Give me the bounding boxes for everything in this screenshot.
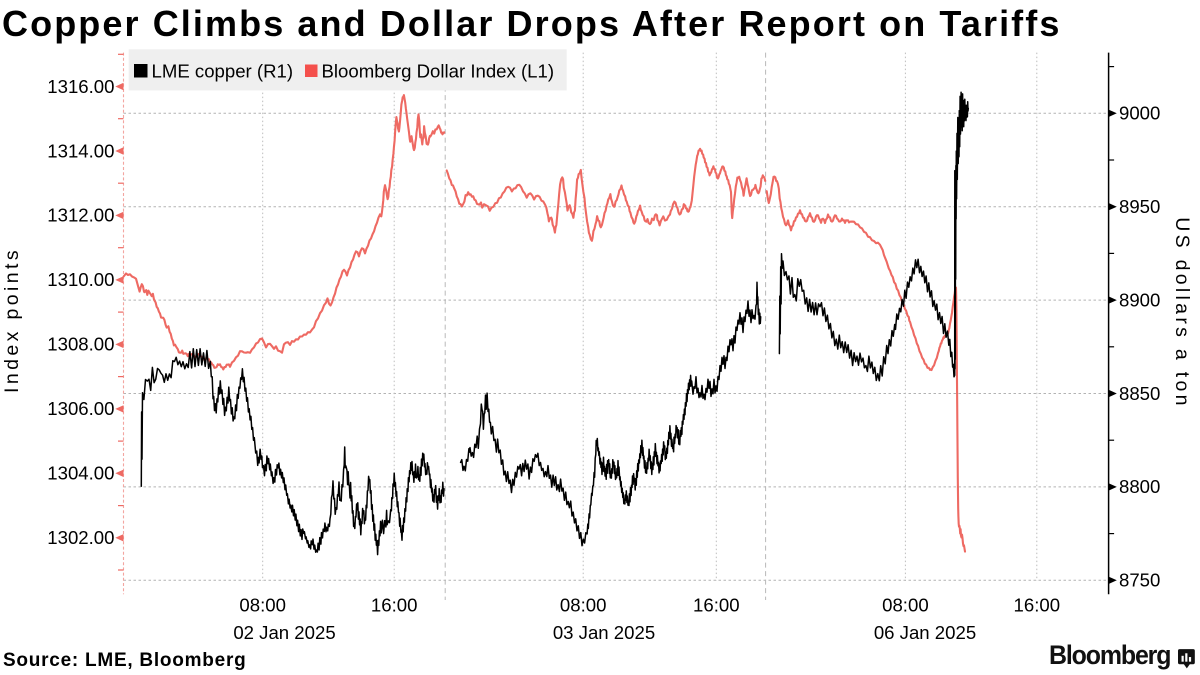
svg-text:08:00: 08:00: [239, 595, 286, 616]
svg-text:16:00: 16:00: [693, 595, 740, 616]
svg-text:US dollars a ton: US dollars a ton: [1171, 217, 1193, 409]
svg-text:8750: 8750: [1119, 570, 1160, 591]
svg-text:02 Jan 2025: 02 Jan 2025: [233, 622, 335, 643]
svg-text:LME copper (R1): LME copper (R1): [152, 61, 294, 82]
svg-text:1312.00: 1312.00: [47, 205, 114, 226]
svg-text:1304.00: 1304.00: [47, 463, 114, 484]
svg-text:9000: 9000: [1119, 103, 1160, 124]
svg-text:16:00: 16:00: [1014, 595, 1061, 616]
svg-text:16:00: 16:00: [371, 595, 418, 616]
svg-text:08:00: 08:00: [560, 595, 607, 616]
svg-text:8950: 8950: [1119, 196, 1160, 217]
svg-text:1306.00: 1306.00: [47, 398, 114, 419]
svg-text:8800: 8800: [1119, 476, 1160, 497]
svg-text:1302.00: 1302.00: [47, 527, 114, 548]
svg-text:Bloomberg Dollar Index (L1): Bloomberg Dollar Index (L1): [322, 61, 555, 82]
svg-text:03 Jan 2025: 03 Jan 2025: [553, 622, 655, 643]
svg-text:06 Jan 2025: 06 Jan 2025: [874, 622, 976, 643]
svg-text:8900: 8900: [1119, 289, 1160, 310]
svg-text:08:00: 08:00: [882, 595, 929, 616]
svg-text:1314.00: 1314.00: [47, 140, 114, 161]
svg-text:Index points: Index points: [1, 247, 23, 393]
svg-text:8850: 8850: [1119, 383, 1160, 404]
svg-text:1316.00: 1316.00: [47, 76, 114, 97]
svg-text:1310.00: 1310.00: [47, 269, 114, 290]
svg-text:1308.00: 1308.00: [47, 334, 114, 355]
